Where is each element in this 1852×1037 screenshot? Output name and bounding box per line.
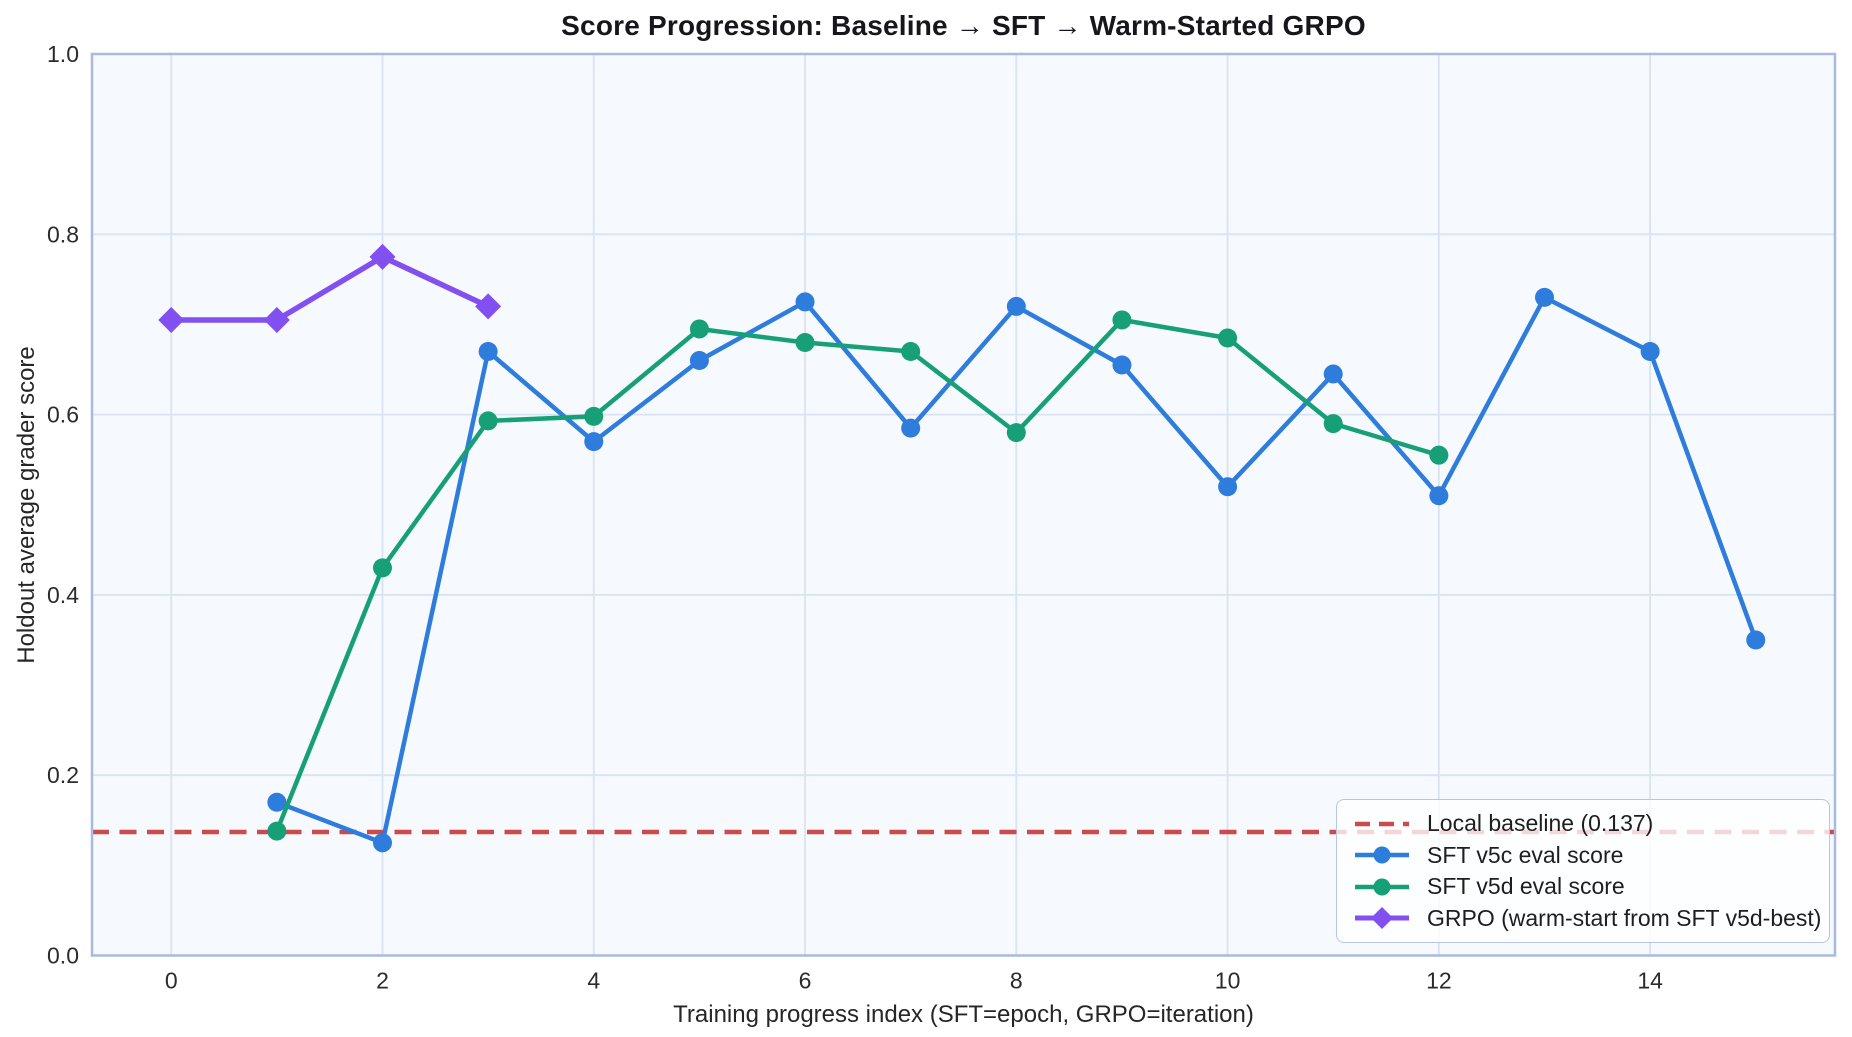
data-point-marker — [689, 319, 709, 339]
legend-marker-sample — [1371, 907, 1393, 930]
data-point-marker — [1218, 477, 1238, 497]
data-point-marker — [267, 821, 287, 841]
x-tick-label: 14 — [1637, 968, 1663, 994]
data-point-marker — [478, 411, 498, 431]
data-point-marker — [1323, 414, 1343, 434]
data-point-marker — [1429, 445, 1449, 465]
x-tick-label: 2 — [376, 968, 389, 994]
y-tick-label: 0.0 — [47, 943, 79, 969]
data-point-marker — [475, 293, 502, 320]
data-point-marker — [267, 792, 287, 812]
dashed-line-icon — [1355, 821, 1409, 826]
data-point-marker — [1112, 310, 1132, 330]
data-point-marker — [478, 341, 498, 361]
line-circle-icon — [1355, 878, 1409, 896]
y-tick-label: 0.2 — [47, 762, 79, 788]
legend-marker-sample — [1373, 846, 1391, 864]
series-line-1 — [274, 317, 1442, 834]
line-circle-icon — [1355, 846, 1409, 864]
legend-item-sft-v5c: SFT v5c eval score — [1353, 840, 1813, 870]
legend-item-sft-v5d: SFT v5d eval score — [1353, 872, 1813, 902]
data-point-marker — [901, 418, 921, 438]
x-axis-label: Training progress index (SFT=epoch, GRPO… — [673, 1001, 1254, 1028]
data-point-marker — [901, 341, 921, 361]
legend-label-sft-v5c: SFT v5c eval score — [1427, 841, 1624, 868]
legend-marker-sample — [1373, 878, 1391, 896]
x-tick-label: 4 — [587, 968, 600, 994]
legend-label-baseline: Local baseline (0.137) — [1427, 810, 1654, 837]
data-point-marker — [584, 432, 604, 452]
y-tick-label: 0.6 — [47, 402, 79, 428]
y-axis-label: Holdout average grader score — [13, 346, 40, 664]
data-point-marker — [1218, 328, 1238, 348]
line-diamond-icon — [1355, 907, 1409, 930]
axes-spine — [90, 52, 1837, 957]
x-tick-label: 12 — [1426, 968, 1452, 994]
x-tick-label: 8 — [1010, 968, 1023, 994]
x-tick-label: 6 — [799, 968, 812, 994]
x-tick-label: 0 — [165, 968, 178, 994]
legend-label-sft-v5d: SFT v5d eval score — [1427, 873, 1625, 900]
data-point-marker — [373, 558, 392, 578]
x-tick-label: 10 — [1215, 968, 1241, 994]
legend-item-grpo: GRPO (warm-start from SFT v5d-best) — [1353, 903, 1821, 933]
legend-label-grpo: GRPO (warm-start from SFT v5d-best) — [1427, 904, 1822, 931]
data-point-marker — [1746, 630, 1766, 650]
data-point-marker — [795, 292, 815, 312]
data-point-marker — [795, 332, 815, 352]
data-point-marker — [369, 243, 396, 270]
data-point-marker — [1429, 486, 1449, 506]
data-point-marker — [1323, 364, 1343, 384]
y-tick-label: 1.0 — [47, 41, 79, 67]
legend-item-baseline: Local baseline (0.137) — [1353, 809, 1813, 839]
data-point-marker — [1112, 355, 1132, 375]
data-point-marker — [1640, 341, 1660, 361]
data-point-marker — [1006, 296, 1026, 316]
y-tick-label: 0.4 — [47, 582, 79, 608]
legend: Local baseline (0.137) SFT v5c eval scor… — [1336, 799, 1830, 943]
data-point-marker — [158, 306, 185, 333]
chart-title: Score Progression: Baseline → SFT → Warm… — [561, 10, 1366, 41]
data-point-marker — [584, 406, 604, 426]
data-point-marker — [263, 306, 290, 333]
data-point-marker — [689, 351, 709, 371]
y-tick-label: 0.8 — [47, 221, 79, 247]
series-line-2 — [168, 254, 491, 323]
data-point-marker — [1006, 423, 1026, 443]
data-point-marker — [373, 833, 392, 853]
data-point-marker — [1535, 287, 1554, 307]
